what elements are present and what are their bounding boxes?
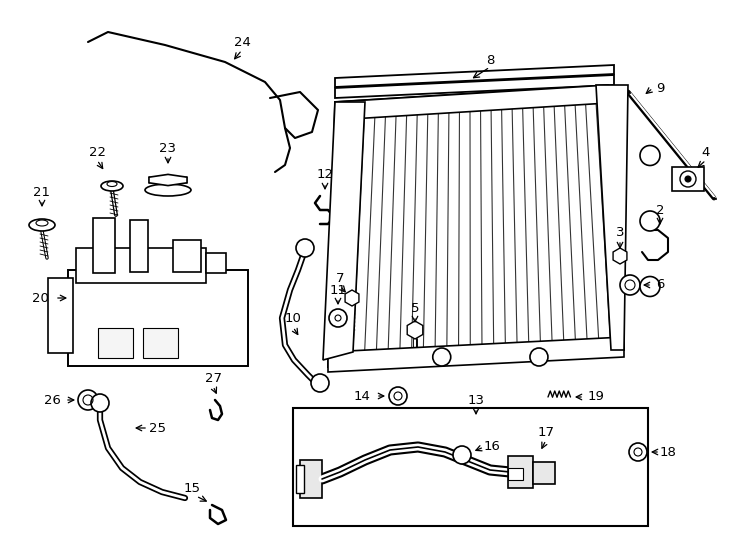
- Polygon shape: [149, 174, 187, 186]
- Text: 27: 27: [205, 372, 222, 384]
- Polygon shape: [328, 337, 624, 372]
- Circle shape: [530, 348, 548, 366]
- Text: 16: 16: [484, 441, 501, 454]
- Bar: [508, 468, 523, 480]
- Text: 6: 6: [655, 279, 664, 292]
- Text: 25: 25: [150, 422, 167, 435]
- Circle shape: [78, 390, 98, 410]
- Text: 9: 9: [655, 82, 664, 94]
- Circle shape: [629, 443, 647, 461]
- Bar: [206, 253, 226, 273]
- Ellipse shape: [101, 181, 123, 191]
- Circle shape: [296, 239, 314, 257]
- Text: 2: 2: [655, 204, 664, 217]
- Text: 19: 19: [587, 390, 604, 403]
- Text: 8: 8: [486, 53, 494, 66]
- Circle shape: [91, 394, 109, 412]
- Bar: [48, 278, 73, 353]
- Text: 17: 17: [537, 426, 554, 438]
- Circle shape: [620, 275, 640, 295]
- Text: 23: 23: [159, 141, 176, 154]
- Bar: [143, 328, 178, 358]
- Bar: [173, 240, 201, 272]
- Text: 26: 26: [43, 394, 60, 407]
- Circle shape: [329, 309, 347, 327]
- Text: 22: 22: [89, 145, 106, 159]
- Bar: [300, 460, 322, 498]
- Circle shape: [640, 276, 660, 296]
- Bar: [293, 408, 648, 526]
- Ellipse shape: [36, 220, 48, 226]
- Bar: [76, 248, 206, 283]
- Polygon shape: [335, 75, 614, 98]
- Circle shape: [311, 374, 329, 392]
- Circle shape: [685, 176, 691, 182]
- Circle shape: [640, 145, 660, 165]
- Text: 12: 12: [316, 168, 333, 181]
- Polygon shape: [335, 85, 608, 120]
- Polygon shape: [335, 65, 614, 87]
- Text: 15: 15: [184, 482, 200, 495]
- Circle shape: [433, 348, 451, 366]
- Bar: [93, 218, 115, 273]
- Text: 21: 21: [34, 186, 51, 199]
- Ellipse shape: [29, 219, 55, 231]
- Text: 11: 11: [330, 284, 346, 296]
- Circle shape: [640, 211, 660, 231]
- Text: 24: 24: [233, 36, 250, 49]
- Polygon shape: [596, 85, 628, 350]
- Text: 14: 14: [354, 389, 371, 402]
- Circle shape: [389, 387, 407, 405]
- Bar: [68, 270, 248, 366]
- Text: 4: 4: [702, 145, 711, 159]
- Bar: [98, 328, 133, 358]
- Bar: [508, 456, 533, 488]
- Text: 7: 7: [335, 272, 344, 285]
- Ellipse shape: [107, 181, 117, 186]
- Bar: [130, 220, 148, 272]
- Text: 20: 20: [32, 292, 48, 305]
- Polygon shape: [323, 102, 365, 360]
- Bar: [672, 167, 704, 191]
- Text: 18: 18: [660, 446, 677, 458]
- Circle shape: [453, 446, 471, 464]
- Text: 10: 10: [285, 312, 302, 325]
- Text: 5: 5: [411, 301, 419, 314]
- Text: 13: 13: [468, 394, 484, 407]
- Ellipse shape: [145, 184, 191, 196]
- Text: 3: 3: [616, 226, 624, 239]
- Bar: [296, 465, 304, 493]
- Bar: [533, 462, 555, 484]
